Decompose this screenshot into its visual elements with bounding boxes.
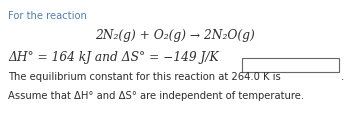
Text: Assume that ΔH° and ΔS° are independent of temperature.: Assume that ΔH° and ΔS° are independent …: [8, 91, 304, 101]
Text: 2N₂(g) + O₂(g) → 2N₂O(g): 2N₂(g) + O₂(g) → 2N₂O(g): [95, 29, 255, 42]
Text: The equilibrium constant for this reaction at 264.0 K is: The equilibrium constant for this reacti…: [8, 72, 281, 82]
Text: ΔH° = 164 kJ and ΔS° = −149 J/K: ΔH° = 164 kJ and ΔS° = −149 J/K: [8, 51, 219, 64]
Text: For the reaction: For the reaction: [8, 11, 87, 21]
FancyBboxPatch shape: [242, 58, 339, 72]
Text: .: .: [341, 72, 344, 82]
